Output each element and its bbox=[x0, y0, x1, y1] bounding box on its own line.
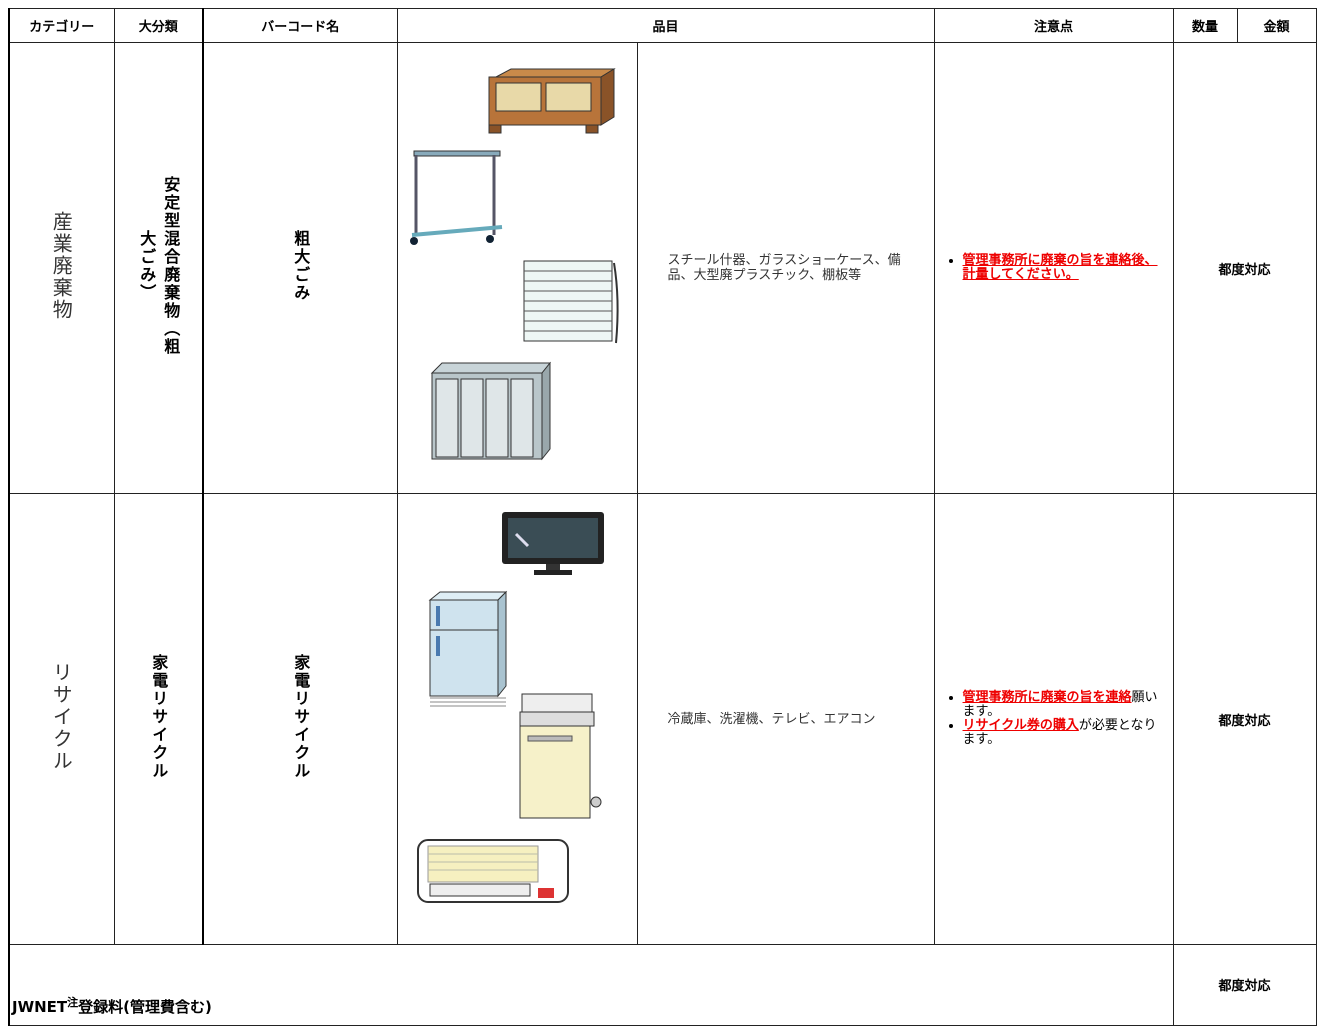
major: 家電リサイクル bbox=[149, 654, 169, 780]
row: 産業廃棄物 安定型混合廃棄物（粗大ごみ） 粗大ごみ スチール什器、ガラスショーケ… bbox=[8, 42, 1317, 494]
washer-icon bbox=[519, 693, 601, 819]
note: リサイクル券の購入が必要となります。 bbox=[963, 719, 1161, 747]
major-cell: 安定型混合廃棄物（粗大ごみ） bbox=[113, 42, 204, 494]
blind-icon bbox=[523, 260, 619, 344]
barcode-cell: 粗大ごみ bbox=[202, 42, 398, 494]
waste-table: カテゴリー 大分類 バーコード名 品目 注意点 数量 金額 産業廃棄物 安定型混… bbox=[7, 8, 1317, 1026]
header-cell: 金額 bbox=[1236, 8, 1317, 43]
category-cell: 産業廃棄物 bbox=[8, 42, 115, 494]
items-cell: 冷蔵庫、洗濯機、テレビ、エアコン bbox=[636, 493, 935, 945]
category: 産業廃棄物 bbox=[49, 210, 74, 321]
quantity-cell: 都度対応 bbox=[1172, 42, 1317, 494]
note-emphasis: リサイクル券の購入 bbox=[962, 718, 1079, 733]
notes-cell: 管理事務所に廃棄の旨を連絡後、計量してください。 bbox=[933, 42, 1174, 494]
notes-cell: 管理事務所に廃棄の旨を連絡願います。 リサイクル券の購入が必要となります。 bbox=[933, 493, 1174, 945]
note-text: 願います。 bbox=[962, 690, 1158, 719]
header-cell: 数量 bbox=[1172, 8, 1238, 43]
header-cell: 品目 bbox=[396, 8, 935, 43]
fridge-icon bbox=[428, 590, 507, 707]
note-emphasis: 管理事務所に廃棄の旨を連絡後、計量してください。 bbox=[962, 253, 1158, 282]
images bbox=[398, 494, 637, 944]
footer-label: JWNET bbox=[12, 998, 68, 1016]
category: リサイクル bbox=[49, 661, 74, 772]
major-cell: 家電リサイクル bbox=[113, 493, 204, 945]
footer-note-mark: 注 bbox=[67, 996, 79, 1009]
image-cell bbox=[396, 493, 638, 945]
footer-label-cell: JWNET注登録料(管理費含む) bbox=[7, 944, 1174, 1026]
barcode: 粗大ごみ bbox=[291, 230, 311, 302]
images bbox=[398, 43, 637, 493]
note-emphasis: 管理事務所に廃棄の旨を連絡 bbox=[962, 690, 1132, 705]
quantity-cell: 都度対応 bbox=[1172, 493, 1317, 945]
items: スチール什器、ガラスショーケース、備品、大型廃プラスチック、棚板等 bbox=[667, 253, 901, 283]
header-cell: 注意点 bbox=[933, 8, 1174, 43]
barcode-cell: 家電リサイクル bbox=[202, 493, 398, 945]
barcode: 家電リサイクル bbox=[291, 654, 311, 780]
items: 冷蔵庫、洗濯機、テレビ、エアコン bbox=[667, 711, 876, 727]
note-text: が必要となります。 bbox=[962, 718, 1157, 747]
header-cell: カテゴリー bbox=[8, 8, 115, 43]
footer-label-rest: 登録料(管理費含む) bbox=[78, 998, 212, 1016]
row: リサイクル 家電リサイクル 家電リサイクル 冷蔵庫、洗濯機、テレビ、エアコン 管… bbox=[8, 493, 1317, 945]
aircon-icon bbox=[416, 839, 569, 903]
footer-row: JWNET注登録料(管理費含む) 都度対応 bbox=[7, 944, 1317, 1026]
quantity-cell: 都度対応 bbox=[1172, 944, 1317, 1026]
header-cell: バーコード名 bbox=[202, 8, 398, 43]
cabinet-icon bbox=[488, 68, 616, 134]
tv-icon bbox=[501, 512, 604, 575]
items-cell: スチール什器、ガラスショーケース、備品、大型廃プラスチック、棚板等 bbox=[636, 42, 935, 494]
header-row: カテゴリー 大分類 バーコード名 品目 注意点 数量 金額 bbox=[8, 8, 1317, 43]
locker-icon bbox=[430, 361, 551, 461]
rack-icon bbox=[409, 150, 502, 245]
header-cell: 大分類 bbox=[113, 8, 204, 43]
category-cell: リサイクル bbox=[8, 493, 115, 945]
major: 安定型混合廃棄物（粗大ごみ） bbox=[137, 176, 181, 356]
image-cell bbox=[396, 42, 638, 494]
note: 管理事務所に廃棄の旨を連絡後、計量してください。 bbox=[963, 254, 1161, 282]
note: 管理事務所に廃棄の旨を連絡願います。 bbox=[963, 691, 1161, 719]
